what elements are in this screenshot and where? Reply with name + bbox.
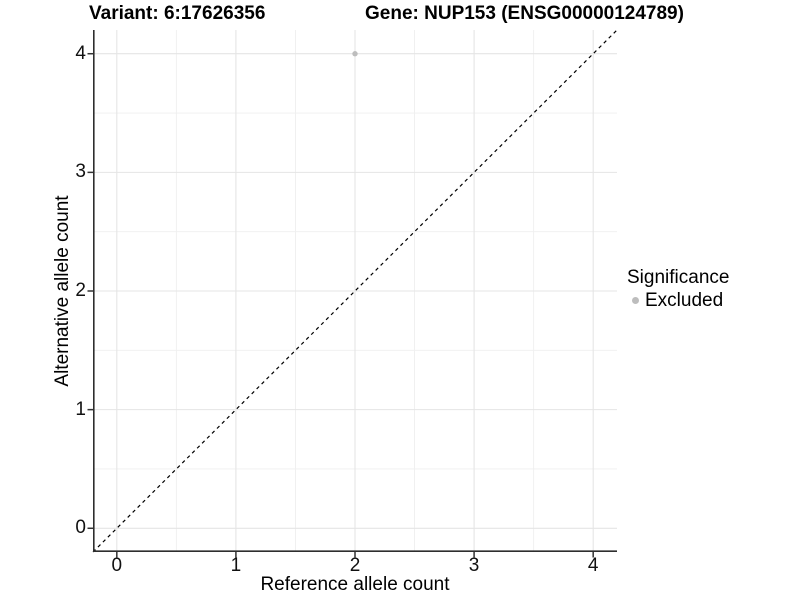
identity-line — [92, 29, 618, 553]
x-axis-title: Reference allele count — [260, 574, 450, 595]
y-tick-label: 2 — [75, 280, 86, 301]
plot-panel — [87, 29, 618, 558]
legend-item-label: Excluded — [645, 289, 724, 311]
x-tick-label: 0 — [111, 555, 123, 576]
x-tick-label: 2 — [349, 555, 361, 576]
y-axis-title: Alternative allele count — [52, 195, 73, 387]
circle-icon — [632, 297, 639, 304]
x-tick-label: 3 — [468, 555, 480, 576]
gene-title: Gene: NUP153 (ENSG00000124789) — [365, 3, 684, 24]
y-tick-label: 0 — [75, 517, 86, 539]
legend: Significance Excluded — [627, 266, 729, 312]
x-tick-label: 4 — [587, 555, 599, 576]
legend-item: Excluded — [627, 289, 729, 312]
y-tick-label: 1 — [75, 398, 86, 420]
scatter-plot — [87, 29, 618, 558]
x-tick-label: 1 — [230, 555, 242, 576]
legend-title: Significance — [627, 267, 730, 288]
y-tick-label: 4 — [75, 42, 86, 64]
data-point — [352, 51, 358, 57]
y-tick-label: 3 — [75, 161, 86, 183]
legend-items: Excluded — [627, 289, 729, 312]
variant-title: Variant: 6:17626356 — [89, 3, 266, 24]
